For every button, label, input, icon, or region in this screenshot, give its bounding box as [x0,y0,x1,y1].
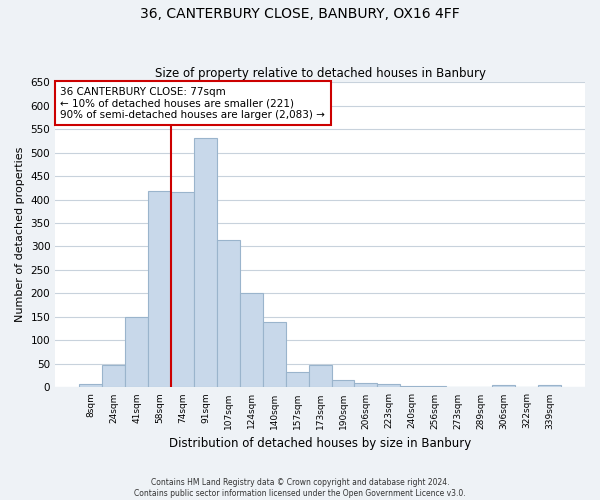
Text: 36, CANTERBURY CLOSE, BANBURY, OX16 4FF: 36, CANTERBURY CLOSE, BANBURY, OX16 4FF [140,8,460,22]
Bar [286,372,308,388]
Bar [125,317,148,388]
Bar [102,366,125,388]
Bar [194,138,217,388]
Bar [263,322,286,388]
Text: Contains HM Land Registry data © Crown copyright and database right 2024.
Contai: Contains HM Land Registry data © Crown c… [134,478,466,498]
Y-axis label: Number of detached properties: Number of detached properties [15,147,25,322]
Bar [148,191,171,388]
Bar [423,386,446,388]
Bar [332,380,355,388]
Bar [240,292,263,388]
Bar [400,386,423,388]
Bar [355,382,377,388]
Bar [217,240,240,388]
Text: 36 CANTERBURY CLOSE: 77sqm
← 10% of detached houses are smaller (221)
90% of sem: 36 CANTERBURY CLOSE: 77sqm ← 10% of deta… [61,86,325,120]
Bar [538,385,561,388]
Bar [377,384,400,388]
Bar [308,366,332,388]
Bar [492,385,515,388]
Bar [171,192,194,388]
Title: Size of property relative to detached houses in Banbury: Size of property relative to detached ho… [155,66,485,80]
Bar [79,384,102,388]
X-axis label: Distribution of detached houses by size in Banbury: Distribution of detached houses by size … [169,437,471,450]
